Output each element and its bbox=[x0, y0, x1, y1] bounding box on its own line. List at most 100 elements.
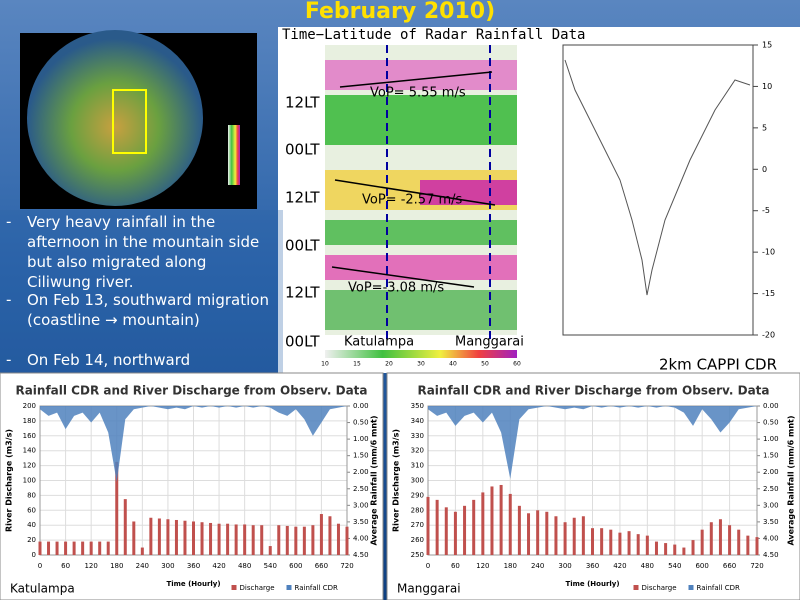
x-tick-label: 180 bbox=[504, 562, 517, 570]
radar-legend bbox=[228, 125, 240, 185]
y2-tick-label: 4.50 bbox=[353, 551, 369, 559]
x-tick-label: 0 bbox=[38, 562, 42, 570]
bar bbox=[47, 541, 51, 555]
x-tick-label: 120 bbox=[84, 562, 97, 570]
y-tick-label: 120 bbox=[23, 462, 36, 470]
y2-tick-label: 1.00 bbox=[763, 435, 779, 443]
bar bbox=[302, 526, 306, 555]
bar bbox=[260, 525, 264, 555]
y2-tick-label: 4.00 bbox=[763, 534, 779, 542]
y-tick-label: 20 bbox=[27, 536, 36, 544]
bullet-text: Very heavy rainfall in the afternoon in t… bbox=[27, 213, 259, 291]
x-tick-label: 720 bbox=[750, 562, 763, 570]
bar bbox=[472, 499, 476, 555]
y2-tick-label: 2.50 bbox=[763, 485, 779, 493]
bullet-marker: - bbox=[6, 213, 11, 231]
bar bbox=[157, 518, 161, 555]
bar bbox=[554, 516, 558, 555]
x-tick-label: 300 bbox=[558, 562, 571, 570]
bar bbox=[636, 534, 640, 555]
profile-tick: 0 bbox=[762, 165, 767, 174]
chart-title: Rainfall CDR and River Discharge from Ob… bbox=[417, 384, 769, 398]
y-tick-label: 260 bbox=[411, 536, 424, 544]
y-tick-label: 80 bbox=[27, 491, 36, 499]
y-tick-label: 320 bbox=[411, 447, 424, 455]
bar bbox=[645, 535, 649, 555]
profile-tick: 10 bbox=[762, 82, 772, 91]
bar bbox=[149, 517, 153, 555]
bar bbox=[536, 510, 540, 555]
bar bbox=[682, 547, 686, 555]
legend-swatch bbox=[231, 585, 237, 590]
time-label: 12LT bbox=[285, 189, 320, 207]
x-tick-label: 300 bbox=[161, 562, 174, 570]
chart-title: Rainfall CDR and River Discharge from Ob… bbox=[15, 384, 367, 398]
time-label: 12LT bbox=[285, 284, 320, 302]
bar bbox=[294, 526, 298, 555]
bar bbox=[226, 523, 230, 555]
colorbar-tick: 40 bbox=[449, 361, 457, 368]
bar bbox=[627, 531, 631, 555]
y2-tick-label: 2.00 bbox=[353, 468, 369, 476]
x-tick-label: 720 bbox=[340, 562, 353, 570]
y-tick-label: 100 bbox=[23, 477, 36, 485]
x-tick-label: 660 bbox=[723, 562, 736, 570]
y-tick-label: 350 bbox=[411, 402, 424, 410]
bar bbox=[737, 529, 741, 555]
bar bbox=[72, 541, 76, 555]
profile-tick: -5 bbox=[762, 206, 770, 215]
y2-axis-label: Average Rainfall (mm/6 mnt) bbox=[787, 415, 796, 545]
bar bbox=[55, 541, 59, 555]
x-tick-label: 0 bbox=[426, 562, 430, 570]
x-tick-label: 120 bbox=[476, 562, 489, 570]
bar bbox=[499, 484, 503, 555]
y2-tick-label: 3.50 bbox=[353, 518, 369, 526]
y-tick-label: 290 bbox=[411, 491, 424, 499]
slide-title: February 2010) bbox=[305, 0, 495, 24]
legend-label: Rainfall CDR bbox=[295, 584, 339, 592]
profile-frame bbox=[562, 44, 754, 336]
x-tick-label: 420 bbox=[212, 562, 225, 570]
bar bbox=[444, 507, 448, 555]
profile-tick: 15 bbox=[762, 41, 772, 50]
legend-swatch bbox=[688, 585, 694, 590]
bar bbox=[545, 511, 549, 555]
y-tick-label: 340 bbox=[411, 417, 424, 425]
legend-label: Discharge bbox=[240, 584, 275, 592]
y-tick-label: 0 bbox=[32, 551, 36, 559]
colorbar-tick: 50 bbox=[481, 361, 489, 368]
y-tick-label: 160 bbox=[23, 432, 36, 440]
bar bbox=[64, 541, 68, 555]
speed-label: VoP=-3.08 m/s bbox=[348, 281, 444, 296]
radar-box bbox=[112, 89, 147, 154]
bar bbox=[435, 499, 439, 555]
bar bbox=[251, 525, 255, 555]
y-tick-label: 140 bbox=[23, 447, 36, 455]
bar bbox=[328, 516, 332, 555]
radar-disc bbox=[27, 30, 203, 206]
y2-tick-label: 0.50 bbox=[353, 419, 369, 427]
rainfall-area bbox=[428, 406, 757, 479]
bar bbox=[481, 492, 485, 555]
y2-tick-label: 4.50 bbox=[763, 551, 779, 559]
x-tick-label: 60 bbox=[61, 562, 70, 570]
bar bbox=[563, 522, 567, 555]
bar bbox=[618, 532, 622, 555]
y2-tick-label: 3.00 bbox=[763, 501, 779, 509]
bar bbox=[453, 511, 457, 555]
bar bbox=[517, 505, 521, 555]
colorbar-tick: 30 bbox=[417, 361, 425, 368]
bar bbox=[581, 516, 585, 555]
bar bbox=[106, 541, 110, 555]
profile-tick: 5 bbox=[762, 123, 767, 132]
bar bbox=[609, 529, 613, 555]
y2-tick-label: 1.50 bbox=[353, 452, 369, 460]
bar bbox=[746, 535, 750, 555]
y-tick-label: 300 bbox=[411, 477, 424, 485]
x-axis-label: Time (Hourly) bbox=[166, 580, 220, 588]
x-tick-label: 360 bbox=[187, 562, 200, 570]
time-label: 00LT bbox=[285, 141, 320, 159]
y2-tick-label: 0.00 bbox=[353, 402, 369, 410]
bar bbox=[89, 541, 93, 555]
bar bbox=[755, 537, 759, 555]
